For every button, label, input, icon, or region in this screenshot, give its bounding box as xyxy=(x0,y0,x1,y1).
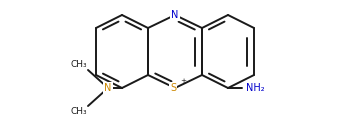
Text: NH₂: NH₂ xyxy=(246,83,265,93)
Text: CH₃: CH₃ xyxy=(70,60,87,69)
Text: N: N xyxy=(171,10,179,20)
Text: CH₃: CH₃ xyxy=(70,107,87,116)
Text: +: + xyxy=(180,78,186,84)
Text: N: N xyxy=(104,83,112,93)
Text: S: S xyxy=(170,83,176,93)
